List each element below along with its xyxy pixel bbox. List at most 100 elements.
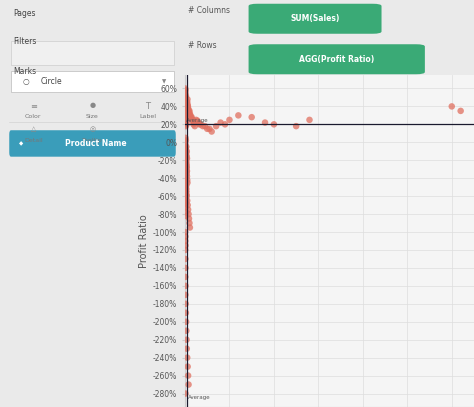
Point [182, 135, 189, 141]
Point [182, 117, 190, 123]
Text: Circle: Circle [41, 77, 62, 86]
Point [221, 121, 229, 128]
Text: # Columns: # Columns [188, 6, 230, 15]
Text: Product Name: Product Name [65, 139, 127, 148]
Point [185, 381, 192, 388]
Point [182, 197, 190, 204]
Text: Size: Size [86, 114, 99, 119]
Point [183, 162, 191, 168]
Point [184, 107, 192, 113]
Text: ◎: ◎ [90, 126, 96, 132]
Point [182, 153, 189, 159]
Point [182, 200, 190, 207]
Point [195, 121, 203, 128]
Text: ○: ○ [22, 77, 29, 86]
Point [183, 96, 191, 103]
Point [182, 195, 189, 201]
Point [182, 87, 189, 94]
Text: Color: Color [25, 114, 42, 119]
Point [182, 265, 189, 271]
Point [182, 204, 190, 210]
Point [248, 114, 255, 120]
Point [182, 94, 190, 101]
Point [184, 202, 191, 208]
Point [189, 117, 197, 123]
Point [182, 319, 190, 325]
Text: ≡: ≡ [30, 102, 37, 111]
Text: Label: Label [139, 114, 156, 119]
Text: Filters: Filters [13, 37, 36, 46]
Point [182, 144, 190, 150]
Point [182, 191, 190, 197]
Text: T: T [146, 102, 151, 111]
Point [185, 107, 192, 114]
Point [182, 177, 190, 183]
Point [182, 90, 189, 96]
Point [188, 118, 196, 124]
Point [194, 119, 202, 126]
Point [192, 117, 200, 123]
Point [182, 179, 190, 186]
Point [182, 209, 190, 216]
Point [182, 173, 190, 179]
FancyBboxPatch shape [248, 4, 382, 34]
Point [203, 126, 211, 132]
FancyBboxPatch shape [248, 44, 425, 74]
Point [183, 98, 191, 105]
Point [183, 346, 191, 352]
Point [183, 168, 191, 174]
Point [217, 119, 224, 126]
Point [182, 146, 190, 153]
Point [183, 179, 191, 186]
FancyBboxPatch shape [9, 130, 176, 157]
Point [185, 110, 193, 117]
Text: Average: Average [186, 118, 209, 123]
Point [183, 100, 191, 106]
Point [206, 126, 213, 132]
Point [184, 101, 191, 108]
Point [292, 123, 300, 129]
Point [183, 155, 191, 162]
Point [306, 117, 313, 123]
Point [182, 233, 189, 240]
Point [182, 182, 190, 188]
Text: Pages: Pages [13, 9, 36, 18]
Point [226, 117, 233, 123]
Point [182, 164, 190, 171]
Point [182, 188, 190, 195]
Point [182, 200, 190, 207]
Point [182, 188, 190, 195]
Point [191, 123, 199, 129]
Point [448, 103, 456, 109]
Point [183, 148, 191, 155]
Point [182, 101, 190, 108]
Point [182, 107, 190, 114]
Point [183, 103, 191, 109]
Point [183, 173, 191, 179]
Point [182, 390, 189, 397]
Point [182, 229, 189, 235]
Y-axis label: Profit Ratio: Profit Ratio [139, 214, 149, 268]
Point [182, 150, 190, 156]
Point [457, 107, 465, 114]
Point [182, 119, 190, 126]
Point [184, 206, 192, 213]
Point [182, 146, 190, 153]
Text: ▼: ▼ [162, 79, 166, 84]
Point [186, 110, 194, 117]
Point [182, 186, 190, 192]
Point [182, 212, 190, 219]
Point [185, 114, 193, 120]
Point [235, 112, 242, 118]
Point [182, 188, 190, 195]
Point [187, 114, 194, 120]
Point [182, 195, 189, 201]
Point [183, 193, 191, 199]
Point [182, 238, 189, 244]
Text: Detail: Detail [24, 138, 43, 142]
Point [184, 103, 191, 109]
Point [182, 105, 189, 112]
FancyBboxPatch shape [11, 71, 174, 92]
Point [182, 85, 189, 92]
FancyBboxPatch shape [11, 41, 174, 65]
